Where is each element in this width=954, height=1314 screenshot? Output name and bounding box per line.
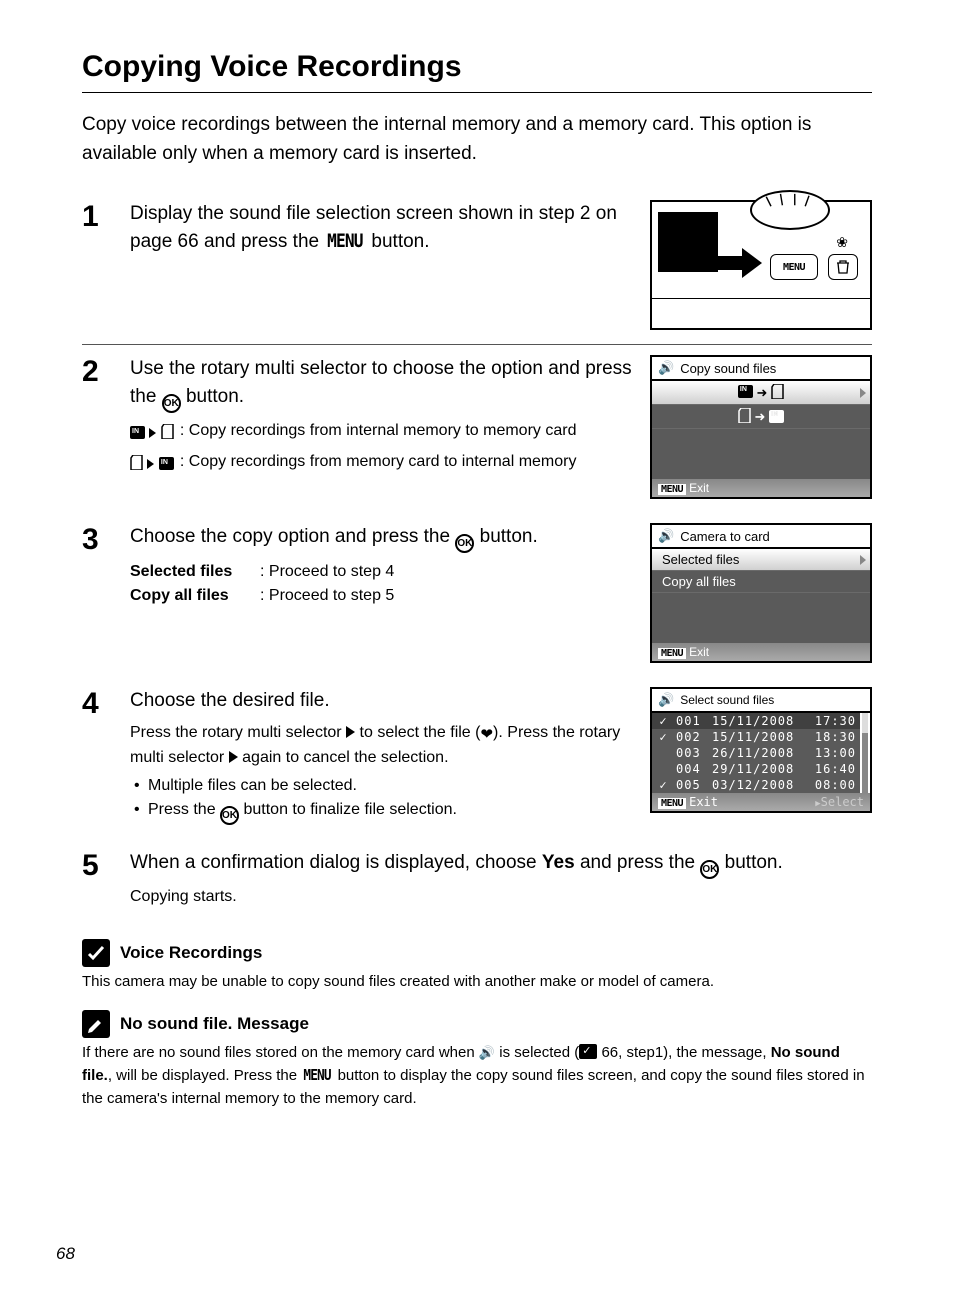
page-title: Copying Voice Recordings	[82, 50, 872, 93]
step-4-note-1: Multiple files can be selected.	[130, 774, 632, 798]
step-1: 1 Display the sound file selection scree…	[82, 190, 872, 344]
lcd-exit: Exit	[689, 795, 718, 809]
reference-icon	[579, 1044, 597, 1059]
check-note-icon	[82, 939, 110, 967]
lcd-select-files: 🔊 Select sound files ✓00115/11/200817:30…	[650, 687, 872, 813]
internal-memory-icon	[130, 426, 145, 439]
note-voice-recordings: Voice Recordings This camera may be unab…	[82, 939, 872, 994]
step-5: 5 When a confirmation dialog is displaye…	[82, 839, 872, 923]
arrow-right-icon	[147, 453, 154, 477]
ok-icon: OK	[162, 394, 181, 413]
page-number: 68	[56, 1244, 75, 1264]
step-4-sub: Press the rotary multi selector to selec…	[130, 721, 632, 771]
file-row: ✓00215/11/200818:30	[652, 729, 860, 745]
delete-button-illus	[828, 254, 858, 280]
step-4-note-2: Press the OK button to finalize file sel…	[130, 798, 632, 825]
lcd-option: Copy all files	[652, 571, 870, 593]
sd-card-icon	[161, 424, 174, 439]
arrow-right-icon	[149, 422, 156, 446]
lcd-select-label: Select	[821, 795, 864, 809]
note-body: This camera may be unable to copy sound …	[82, 971, 872, 994]
step-1-text: Display the sound file selection screen …	[130, 200, 632, 255]
checkmark-icon: ❤	[480, 724, 493, 747]
speaker-icon: 🔊	[658, 360, 674, 376]
macro-icon: ❀	[836, 234, 848, 251]
step-2: 2 Use the rotary multi selector to choos…	[82, 344, 872, 513]
lcd-title-text: Select sound files	[680, 693, 774, 707]
lcd-exit: Exit	[689, 481, 709, 495]
step-2-text: Use the rotary multi selector to choose …	[130, 355, 632, 413]
file-row: ✓00503/12/200808:00	[652, 777, 860, 793]
pencil-note-icon	[82, 1010, 110, 1038]
lcd-option: ➜ IN	[652, 405, 870, 429]
copy-direction-1: : Copy recordings from internal memory t…	[130, 419, 632, 446]
lcd-title-text: Camera to card	[680, 529, 770, 544]
speaker-icon: 🔊	[658, 692, 674, 708]
step-3: 3 Choose the copy option and press the O…	[82, 513, 872, 677]
menu-label-icon: MENU	[328, 228, 364, 256]
lcd-copy-sound-files: 🔊 Copy sound files ➜ ➜ IN	[650, 355, 872, 499]
lcd-camera-to-card: 🔊 Camera to card Selected files Copy all…	[650, 523, 872, 663]
step-number: 4	[82, 687, 112, 825]
lcd-exit: Exit	[689, 645, 709, 659]
menu-button-illus: MENU	[770, 254, 818, 280]
file-list: ✓00115/11/200817:30 ✓00215/11/200818:30 …	[652, 713, 870, 793]
note-body: If there are no sound files stored on th…	[82, 1042, 872, 1111]
triangle-right-icon	[346, 726, 355, 738]
step-number: 5	[82, 849, 112, 909]
menu-tag: MENU	[658, 648, 686, 659]
step-5-sub: Copying starts.	[130, 885, 872, 909]
step-5-text: When a confirmation dialog is displayed,…	[130, 849, 872, 879]
triangle-right-icon	[229, 751, 238, 763]
scrollbar	[862, 713, 868, 793]
manual-page: Copying Voice Recordings Copy voice reco…	[0, 0, 954, 1314]
step-number: 2	[82, 355, 112, 499]
step-4: 4 Choose the desired file. Press the rot…	[82, 677, 872, 839]
option-copy-all: Copy all files : Proceed to step 5	[130, 587, 632, 605]
file-row: 00326/11/200813:00	[652, 745, 860, 761]
file-row: 00429/11/200816:40	[652, 761, 860, 777]
step-4-main: Choose the desired file.	[130, 687, 632, 715]
menu-tag: MENU	[658, 484, 686, 495]
sd-card-icon	[130, 455, 143, 470]
speaker-icon: 🔊	[479, 1043, 495, 1063]
note-no-sound-file: No sound file. Message If there are no s…	[82, 1010, 872, 1111]
ok-icon: OK	[455, 534, 474, 553]
speaker-icon: 🔊	[658, 528, 674, 544]
lcd-title-text: Copy sound files	[680, 361, 776, 376]
option-selected-files: Selected files : Proceed to step 4	[130, 563, 632, 581]
lcd-option-selected: ➜	[652, 381, 870, 405]
step-3-text: Choose the copy option and press the OK …	[130, 523, 632, 553]
step-number: 3	[82, 523, 112, 663]
copy-direction-2: : Copy recordings from memory card to in…	[130, 450, 632, 477]
ok-icon: OK	[700, 860, 719, 879]
camera-illustration: ❀ MENU	[650, 200, 872, 330]
lcd-option-selected: Selected files	[652, 549, 870, 571]
note-title: No sound file. Message	[120, 1014, 309, 1034]
intro-text: Copy voice recordings between the intern…	[82, 111, 872, 168]
file-row: ✓00115/11/200817:30	[652, 713, 860, 729]
menu-tag: MENU	[658, 798, 686, 809]
menu-label-icon: MENU	[304, 1064, 331, 1087]
step-number: 1	[82, 200, 112, 330]
internal-memory-icon	[159, 457, 174, 470]
ok-icon: OK	[220, 806, 239, 825]
note-title: Voice Recordings	[120, 943, 262, 963]
